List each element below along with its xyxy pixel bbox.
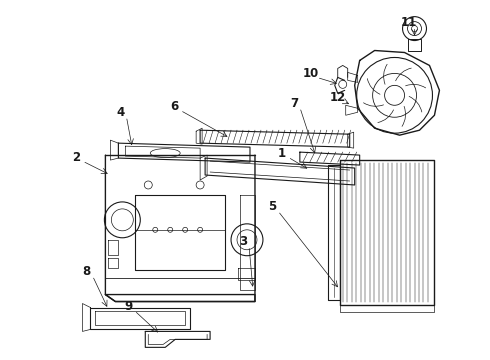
Text: 12: 12 bbox=[330, 91, 346, 104]
Text: 4: 4 bbox=[116, 106, 124, 119]
Text: 6: 6 bbox=[170, 100, 178, 113]
Text: 10: 10 bbox=[303, 67, 319, 80]
Text: 5: 5 bbox=[268, 201, 276, 213]
Text: 8: 8 bbox=[82, 265, 91, 278]
Text: 3: 3 bbox=[239, 235, 247, 248]
Text: 1: 1 bbox=[278, 147, 286, 159]
Text: 11: 11 bbox=[400, 16, 416, 29]
Text: 9: 9 bbox=[124, 300, 132, 313]
Text: 7: 7 bbox=[290, 97, 298, 110]
Text: 2: 2 bbox=[73, 150, 80, 163]
